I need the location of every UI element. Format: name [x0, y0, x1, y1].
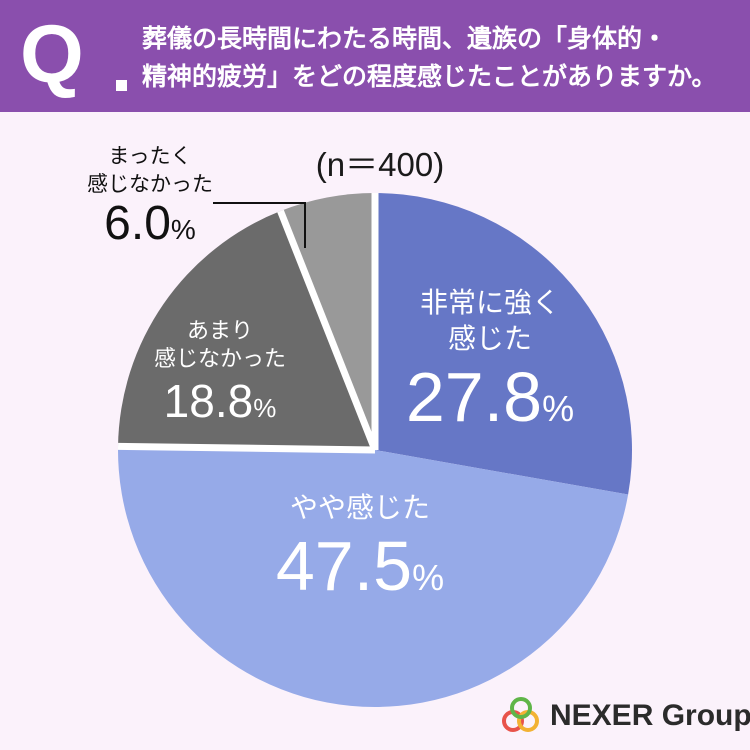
sample-size-note: (n＝400): [315, 146, 445, 183]
value-number: 18.8: [163, 375, 254, 427]
slice-label-not-at-all: まったく 感じなかった 6.0%: [60, 142, 240, 256]
slice-label-line: 感じなかった: [153, 347, 286, 372]
slice-label-line: あまり: [186, 319, 253, 344]
value-number: 47.5: [275, 527, 413, 605]
question-text: 葬儀の長時間にわたる時間、遺族の「身体的・ 精神的疲労」をどの程度感じたことがあ…: [142, 20, 738, 96]
pie-separators: [117, 193, 379, 454]
pie-slice-3: [118, 211, 375, 450]
slice-value: 18.8%: [130, 374, 310, 435]
value-unit: %: [253, 393, 277, 423]
slice-value: 27.8%: [380, 357, 600, 449]
logo-text: NEXER Group: [550, 699, 750, 732]
slice-label-line: まったく: [108, 144, 192, 168]
slice-label-not-much: あまり 感じなかった 18.8%: [130, 318, 310, 435]
q-mark: Q: [20, 9, 84, 100]
value-unit: %: [542, 388, 575, 429]
slice-label-very-strong: 非常に強く 感じた 27.8%: [380, 285, 600, 449]
slice-label-line: やや感じた: [289, 491, 430, 524]
question-header: Q 葬儀の長時間にわたる時間、遺族の「身体的・ 精神的疲労」をどの程度感じたこと…: [0, 0, 750, 112]
value-number: 27.8: [405, 358, 543, 436]
slice-label-somewhat: やや感じた 47.5%: [230, 490, 490, 618]
value-unit: %: [170, 214, 196, 245]
nexer-logo: NEXER Group: [500, 694, 750, 738]
slice-separator: [277, 209, 379, 452]
value-unit: %: [412, 557, 445, 598]
slice-value: 6.0%: [60, 198, 240, 256]
slice-label-line: 非常に強く: [419, 286, 560, 319]
logo-rings-icon: [502, 697, 539, 732]
slice-separator: [117, 442, 376, 454]
slice-label-line: 感じた: [447, 322, 532, 355]
question-line-1: 葬儀の長時間にわたる時間、遺族の「身体的・: [142, 24, 668, 53]
q-dot: [116, 80, 127, 91]
leader-line: [213, 202, 306, 248]
slice-value: 47.5%: [230, 526, 490, 618]
value-number: 6.0: [104, 197, 171, 250]
pie-slice-2: [117, 446, 629, 708]
slice-label-line: 感じなかった: [87, 172, 213, 196]
pie-slice-1: [375, 193, 632, 495]
question-line-2: 精神的疲労」をどの程度感じたことがありますか。: [142, 62, 717, 91]
